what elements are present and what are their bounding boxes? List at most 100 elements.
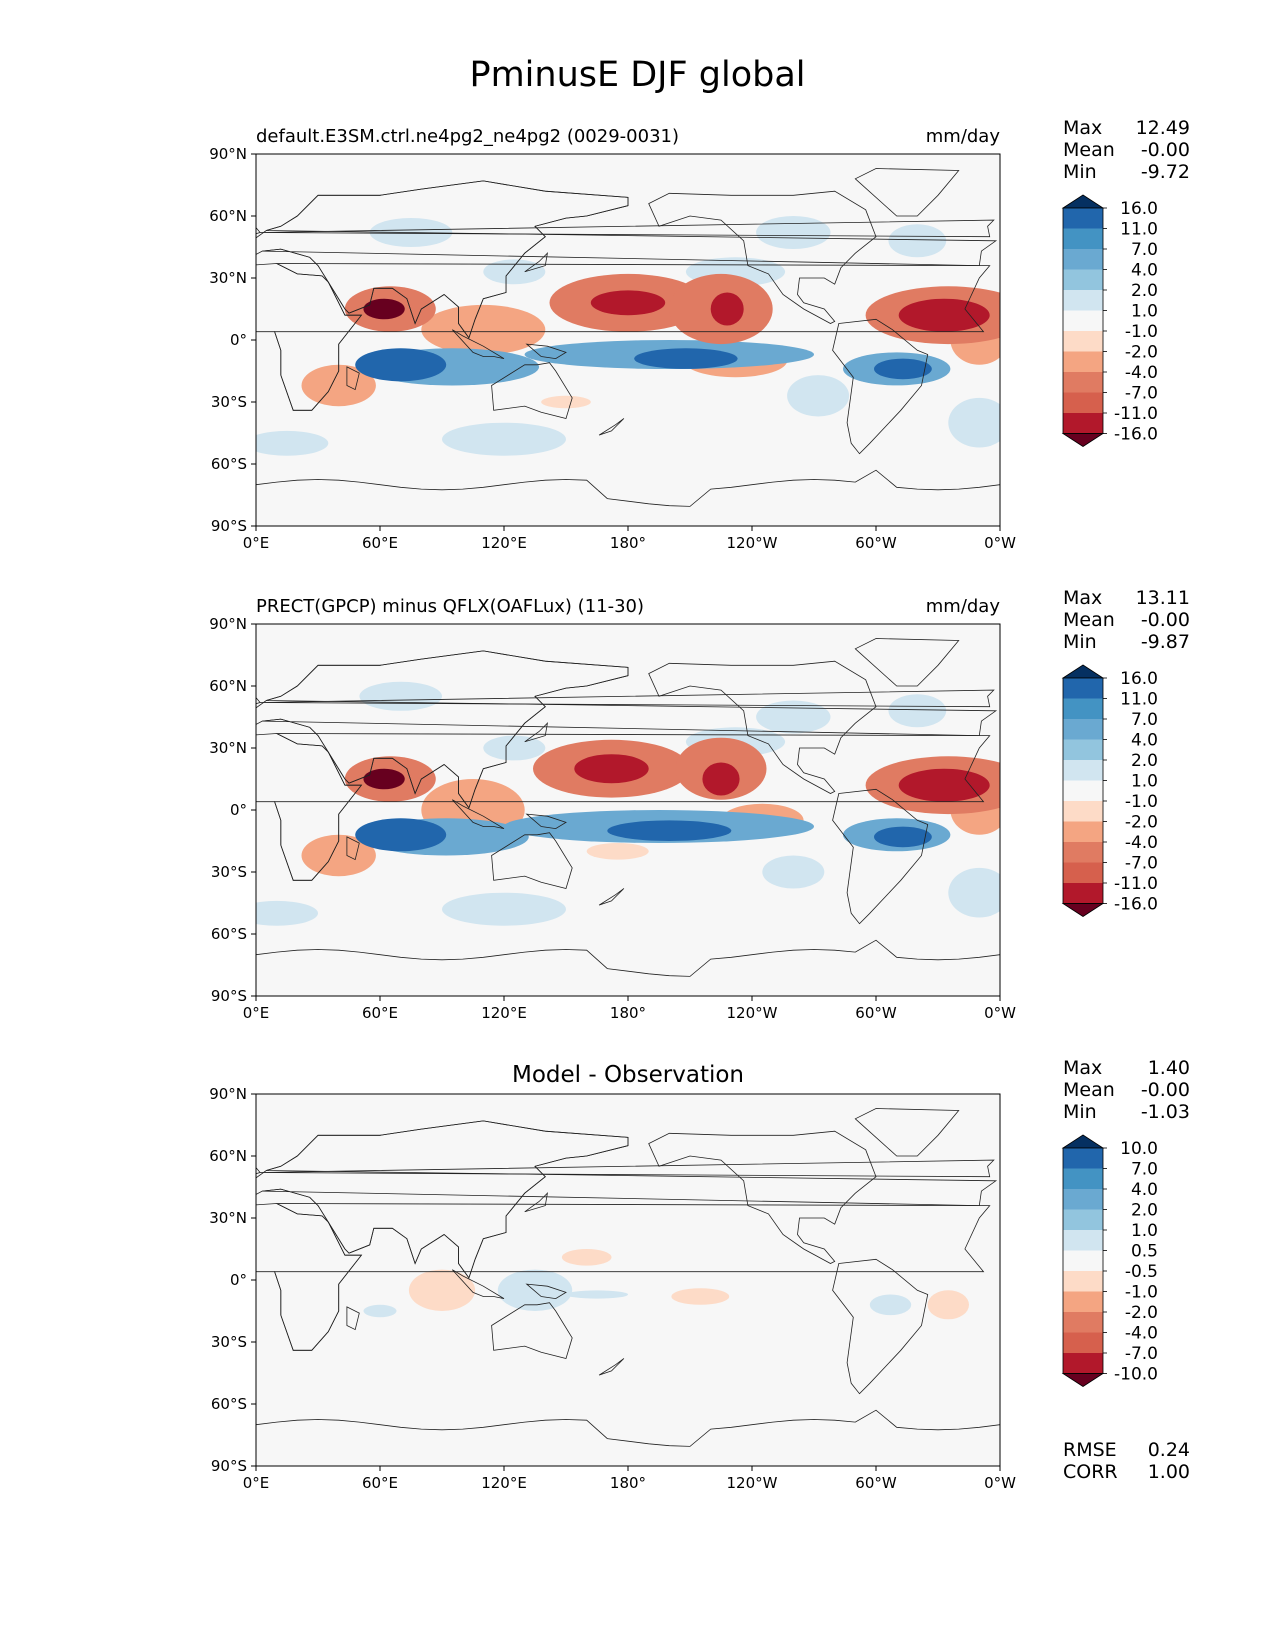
stats-block: Max 1.40 Mean -0.00 Min -1.03 [1063,1057,1190,1123]
stat-value: -9.72 [1141,161,1190,183]
contour-region [869,1294,912,1316]
colorbar-tick-label: 16.0 [1120,669,1158,689]
y-tick-label: 0° [230,801,247,819]
coastline [854,168,960,217]
antarctica-coastline [256,469,1000,526]
colorbar-tick-label: 16.0 [1120,199,1158,219]
contour-region [483,735,546,761]
coastline [452,799,505,829]
colorbar-tick-label: 7.0 [1131,1160,1158,1180]
colorbar-tick-label: 4.0 [1131,1180,1158,1200]
panel-units: mm/day [926,126,1001,147]
colorbar-tick-label: 4.0 [1131,261,1158,281]
colorbar-segment [1063,1291,1103,1312]
y-tick-label: 90°N [209,1085,247,1103]
stat-label: RMSE [1063,1439,1117,1461]
contour-region [355,818,447,852]
y-tick-label: 60°N [209,207,247,225]
colorbar-segment [1063,269,1103,290]
colorbar-segment [1063,739,1103,760]
stat-value: -9.87 [1141,631,1190,653]
x-tick-label: 120°E [481,534,527,552]
colorbar-segment [1063,842,1103,863]
colorbar-segment [1063,1312,1103,1333]
contour-region [256,900,318,926]
stat-value: -0.00 [1141,609,1190,631]
stat-label: Mean [1063,609,1115,631]
stat-value: 13.11 [1136,587,1190,609]
colorbar-tick-label: 7.0 [1131,240,1158,260]
coastline [256,263,363,411]
colorbar-tick-label: 2.0 [1131,751,1158,771]
contour-region [702,762,740,796]
coastline [648,190,877,324]
map-background [256,1094,1000,1466]
x-tick-label: 120°W [727,534,778,552]
coastline [256,180,629,339]
colorbar-extend-top [1061,664,1105,679]
colorbar-segment [1063,1209,1103,1230]
x-axis: 0°E 60°E 120°E 180° 120°W 60°W 0°W [243,1466,1016,1492]
y-tick-label: 30°N [209,269,247,287]
colorbar-outline [1062,1147,1104,1374]
contour-region [566,1290,628,1299]
contour-region [874,826,932,848]
y-tick-label: 0° [230,331,247,349]
colorbar-tick-label: -11.0 [1114,874,1158,894]
y-tick-label: 90°S [211,1457,247,1475]
contour-region [301,834,376,877]
x-tick-label: 180° [610,1004,646,1022]
x-tick-label: 0°W [984,1474,1016,1492]
colorbar-tick-label: 2.0 [1131,1201,1158,1221]
contour-region [898,768,990,802]
contour-region [301,364,376,407]
colorbar-tick-label: -1.0 [1125,792,1158,812]
panel-title: PRECT(GPCP) minus QFLX(OAFLux) (11-30) [256,596,644,617]
x-tick-label: 0°W [984,1004,1016,1022]
x-tick-label: 180° [610,534,646,552]
colorbar-tick-label: 0.5 [1131,1242,1158,1262]
contour-region [888,694,947,728]
colorbar-tick-label: 11.0 [1120,690,1158,710]
contour-region [586,843,649,860]
colorbar-tick-label: -16.0 [1114,895,1158,915]
stat-value: -1.03 [1141,1101,1190,1123]
antarctica-coastline [256,939,1000,996]
colorbar-tick-label: -1.0 [1125,1283,1158,1303]
coastline [832,788,929,925]
contour-region [541,395,591,409]
colorbar-segment [1063,719,1103,740]
contour-region [497,1269,573,1312]
x-tick-label: 60°W [855,1474,897,1492]
contour-region [710,292,744,326]
y-tick-label: 30°S [211,863,247,881]
colorbar-segment [1063,331,1103,352]
colorbar-segment [1063,862,1103,883]
coastline [491,362,573,419]
coastline [346,1306,360,1331]
colorbar-tick-label: -11.0 [1114,404,1158,424]
colorbar-outline [1062,207,1104,434]
colorbar-segment [1063,760,1103,781]
coastline [346,366,360,391]
coastline [260,689,995,708]
colorbar-extend-top [1061,194,1105,209]
stat-value: -0.00 [1141,1079,1190,1101]
contour-region [787,375,850,417]
colorbar-tick-label: -7.0 [1125,384,1158,404]
x-axis: 0°E 60°E 120°E 180° 120°W 60°W 0°W [243,996,1016,1022]
x-tick-label: 60°E [362,534,398,552]
coastline [648,1130,877,1264]
map-background [256,624,1000,996]
stat-value: 1.40 [1148,1057,1190,1079]
colorbar-tick-label: -4.0 [1125,1324,1158,1344]
colorbar-segment [1063,1353,1103,1374]
x-tick-label: 60°E [362,1474,398,1492]
contour-region [607,820,732,841]
coastline [260,1159,995,1178]
colorbar-segment [1063,249,1103,270]
x-tick-label: 60°W [855,534,897,552]
coastline [524,252,549,273]
coastline [491,1302,573,1359]
map-panel-1: 0°E 60°E 120°E 180° 120°W 60°W 0°W 90°N 60°N 30°N… [209,117,1190,552]
